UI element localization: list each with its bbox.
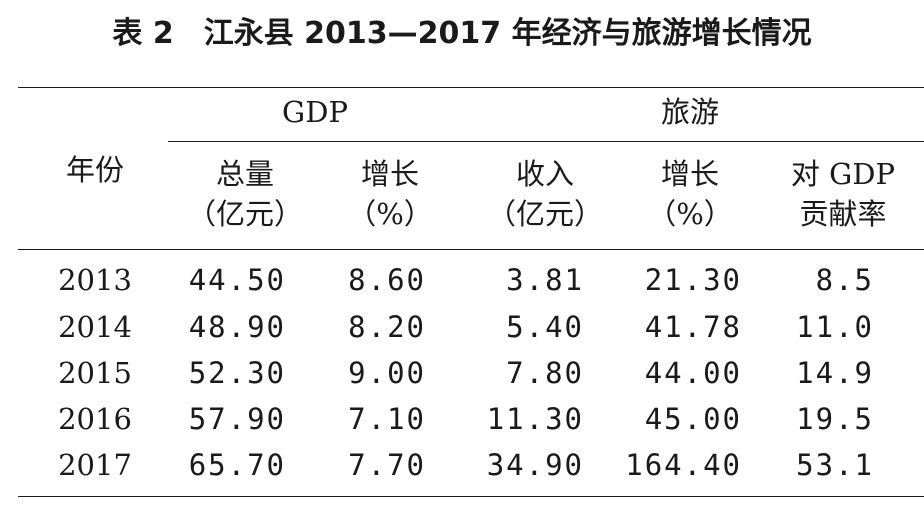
cell-tourism-income: 11.30 bbox=[486, 402, 584, 436]
cell-year: 2013 bbox=[58, 263, 132, 297]
cell-gdp-total: 44.50 bbox=[188, 263, 286, 297]
cell-gdp-contribution: 8.5 bbox=[815, 263, 874, 297]
header-group-tourism: 旅游 bbox=[660, 95, 719, 129]
header-tourism-income: 收入 （亿元） bbox=[470, 154, 620, 234]
cell-gdp-growth: 8.20 bbox=[348, 310, 426, 344]
cell-tourism-income: 7.80 bbox=[506, 356, 584, 390]
cell-gdp-total: 52.30 bbox=[188, 356, 286, 390]
table-title-text: 江永县 2013—2017 年经济与旅游增长情况 bbox=[203, 16, 812, 51]
header-gdp-total-line1: 总量 bbox=[215, 157, 274, 191]
cell-year: 2014 bbox=[58, 310, 132, 344]
cell-tourism-income: 3.81 bbox=[506, 263, 584, 297]
cell-gdp-growth: 7.70 bbox=[348, 448, 426, 482]
cell-tourism-income: 34.90 bbox=[486, 448, 584, 482]
top-rule bbox=[18, 87, 924, 88]
cell-gdp-growth: 8.60 bbox=[348, 263, 426, 297]
cell-gdp-total: 65.70 bbox=[188, 448, 286, 482]
cell-tourism-growth: 41.78 bbox=[644, 310, 742, 344]
cell-gdp-growth: 7.10 bbox=[348, 402, 426, 436]
cell-year: 2015 bbox=[58, 356, 132, 390]
cell-gdp-contribution: 11.0 bbox=[796, 310, 874, 344]
cell-gdp-contribution: 53.1 bbox=[796, 448, 874, 482]
header-bottom-rule bbox=[18, 249, 924, 250]
bottom-rule bbox=[18, 496, 924, 497]
header-gdp-total: 总量 （亿元） bbox=[170, 154, 320, 234]
header-group-gdp: GDP bbox=[282, 95, 348, 129]
cell-tourism-growth: 44.00 bbox=[644, 356, 742, 390]
header-tourism-growth-line1: 增长 bbox=[660, 157, 719, 191]
header-year: 年份 bbox=[65, 153, 124, 187]
header-tourism-income-line1: 收入 bbox=[515, 157, 574, 191]
cell-tourism-growth: 45.00 bbox=[644, 402, 742, 436]
cell-tourism-growth: 21.30 bbox=[644, 263, 742, 297]
header-tourism-growth: 增长 （%） bbox=[620, 154, 760, 234]
group-rule bbox=[168, 141, 924, 142]
header-gdp-contribution-line2: 贡献率 bbox=[799, 197, 887, 231]
header-gdp-growth: 增长 （%） bbox=[320, 154, 460, 234]
cell-gdp-contribution: 14.9 bbox=[796, 356, 874, 390]
header-gdp-total-line2: （亿元） bbox=[186, 197, 303, 231]
table-title-label: 表 2 bbox=[112, 16, 174, 51]
cell-tourism-growth: 164.40 bbox=[625, 448, 742, 482]
cell-year: 2016 bbox=[58, 402, 132, 436]
header-gdp-contribution-line1: 对 GDP bbox=[790, 157, 896, 191]
header-gdp-growth-line2: （%） bbox=[347, 197, 433, 231]
header-tourism-income-line2: （亿元） bbox=[486, 197, 603, 231]
cell-gdp-growth: 9.00 bbox=[348, 356, 426, 390]
header-tourism-growth-line2: （%） bbox=[647, 197, 733, 231]
cell-gdp-total: 48.90 bbox=[188, 310, 286, 344]
header-gdp-growth-line1: 增长 bbox=[360, 157, 419, 191]
table-title: 表 2 江永县 2013—2017 年经济与旅游增长情况 bbox=[0, 12, 924, 56]
cell-gdp-total: 57.90 bbox=[188, 402, 286, 436]
cell-gdp-contribution: 19.5 bbox=[796, 402, 874, 436]
header-gdp-contribution: 对 GDP 贡献率 bbox=[768, 154, 918, 234]
cell-tourism-income: 5.40 bbox=[506, 310, 584, 344]
cell-year: 2017 bbox=[58, 448, 132, 482]
